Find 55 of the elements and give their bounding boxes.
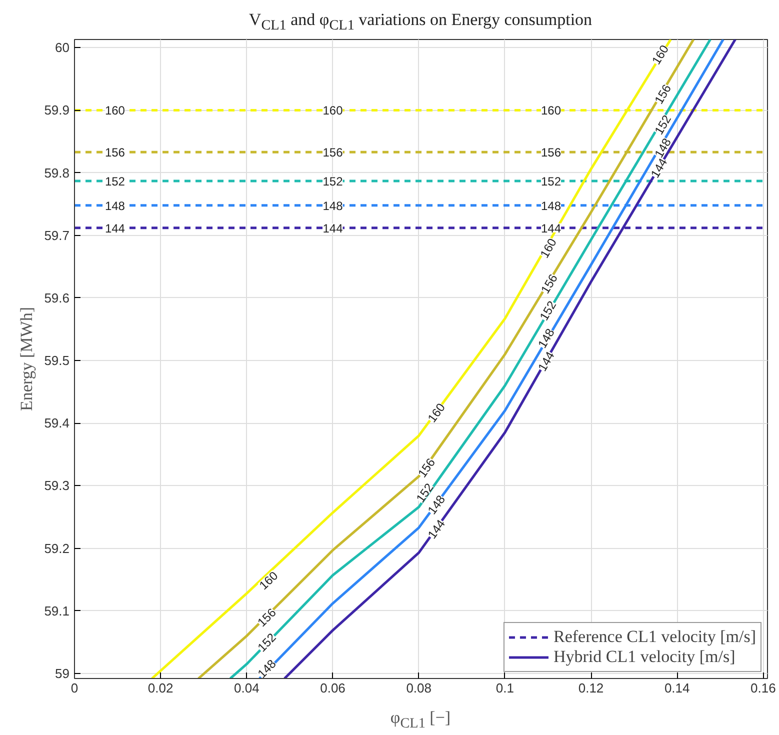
y-tick-label: 59.6 bbox=[44, 290, 70, 306]
x-axis-title: φ$_{CL1}$ [−] bbox=[390, 707, 451, 734]
y-tick-label: 59.3 bbox=[44, 478, 70, 494]
x-tick-label: 0.04 bbox=[234, 680, 260, 696]
annotation: 144 bbox=[424, 516, 448, 542]
annotation: 160 bbox=[537, 236, 560, 260]
annotation: 156 bbox=[652, 82, 674, 106]
annotation: 152 bbox=[104, 174, 126, 188]
y-tick-label: 60 bbox=[55, 40, 70, 56]
annotation: 160 bbox=[424, 400, 448, 426]
annotation: 144 bbox=[540, 221, 562, 236]
annotation: 144 bbox=[535, 348, 558, 374]
y-tick-label: 59.1 bbox=[44, 603, 70, 618]
annotation: 152 bbox=[254, 630, 280, 655]
annotation: 148 bbox=[540, 198, 562, 213]
y-tick-label: 59.7 bbox=[44, 228, 70, 243]
annotation: 148 bbox=[254, 656, 280, 681]
annotation: 160 bbox=[104, 104, 126, 118]
annotation: 148 bbox=[322, 198, 344, 213]
annotation: 152 bbox=[540, 174, 562, 188]
chart-title: V$_{CL1}$ and φ$_{CL1}$ variations on Energy consumption bbox=[248, 9, 592, 36]
annotation: 144 bbox=[322, 221, 344, 236]
x-tick-label: 0.14 bbox=[664, 680, 690, 696]
y-tick-label: 59.5 bbox=[44, 353, 70, 368]
x-tick-label: 0.16 bbox=[750, 680, 776, 696]
y-tick-label: 59 bbox=[55, 666, 70, 681]
y-axis-title: Energy [MWh] bbox=[17, 306, 36, 412]
annotation: 156 bbox=[104, 146, 126, 160]
y-tick-label: 59.9 bbox=[44, 102, 70, 118]
x-tick-label: 0 bbox=[70, 680, 78, 696]
annotation: 144 bbox=[104, 221, 126, 236]
legend-label: Hybrid CL1 velocity [m/s] bbox=[553, 647, 736, 667]
annotation: 152 bbox=[536, 298, 560, 323]
annotation: 152 bbox=[652, 112, 674, 138]
annotation: 160 bbox=[256, 568, 281, 593]
x-tick-label: 0.02 bbox=[148, 680, 174, 696]
y-tick-label: 59.2 bbox=[44, 540, 70, 556]
annotation: 160 bbox=[540, 104, 562, 118]
annotation: 148 bbox=[104, 198, 126, 213]
legend-label: Reference CL1 velocity [m/s] bbox=[553, 627, 756, 647]
x-tick-label: 0.06 bbox=[320, 680, 346, 696]
x-tick-label: 0.1 bbox=[496, 680, 514, 696]
annotation: 156 bbox=[538, 271, 561, 296]
annotation: 152 bbox=[322, 174, 344, 188]
y-tick-label: 59.4 bbox=[44, 416, 70, 431]
x-tick-label: 0.08 bbox=[406, 680, 432, 696]
annotation: 160 bbox=[649, 42, 672, 67]
annotation: 160 bbox=[322, 104, 344, 118]
x-tick-label: 0.12 bbox=[578, 680, 604, 696]
annotation: 156 bbox=[322, 146, 344, 160]
annotation: 156 bbox=[540, 146, 562, 160]
annotation: 148 bbox=[535, 326, 558, 350]
annotation: 156 bbox=[254, 605, 280, 630]
annotation: 156 bbox=[415, 455, 438, 480]
y-tick-label: 59.8 bbox=[44, 165, 70, 180]
